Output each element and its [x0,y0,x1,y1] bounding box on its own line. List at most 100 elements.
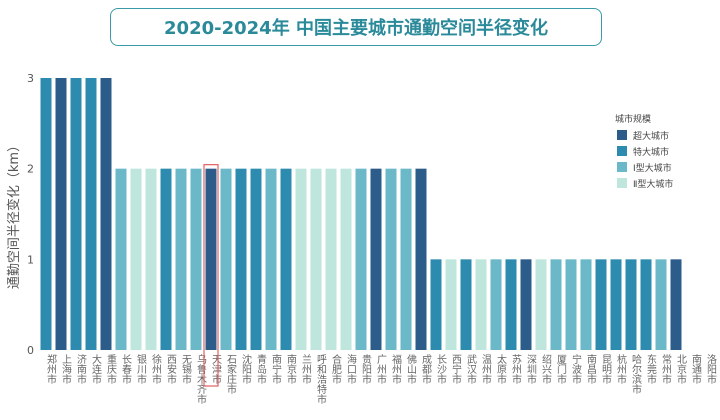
x-tick-label: 无锡市 [180,354,192,385]
x-tick-label: 哈尔滨市 [630,353,642,395]
x-tick-label: 广州市 [375,354,387,385]
x-tick-label: 常州市 [660,353,672,385]
x-tick-label: 长春市 [120,354,132,385]
highlight-box [203,164,219,387]
bar-沈阳市 [235,168,247,350]
bar-上海市 [55,78,67,350]
bar-成都市 [415,168,427,350]
bar-长沙市 [430,259,442,350]
bar-长春市 [115,168,127,350]
bar-苏州市 [505,259,517,350]
bar-宁波市 [565,259,577,350]
bar-武汉市 [460,259,472,350]
bar-呼和浩特市 [310,168,322,350]
bar-贵阳市 [355,168,367,350]
x-tick-label: 青岛市 [255,353,267,385]
bar-合肥市 [325,168,337,350]
bar-乌鲁木齐市 [190,168,202,350]
bar-青岛市 [250,168,262,350]
x-tick-label: 郑州市 [45,353,57,385]
x-tick-label: 呼和浩特市 [315,354,327,405]
legend-title: 城市规模 [615,113,651,125]
x-tick-label: 南昌市 [585,353,597,385]
x-tick-label: 石家庄市 [225,354,237,395]
y-axis-label: 通勤空间半径变化（km） [6,139,22,289]
bar-哈尔滨市 [625,259,637,350]
bar-厦门市 [550,259,562,350]
legend-entry: Ⅱ型大城市 [633,178,673,190]
bar-无锡市 [175,168,187,350]
x-tick-label: 苏州市 [510,353,522,385]
legend-entry: Ⅰ型大城市 [633,162,672,174]
x-tick-label: 太原市 [495,353,507,385]
bar-南昌市 [580,259,592,350]
bar-西宁市 [445,259,457,350]
x-tick-label: 厦门市 [555,354,567,385]
legend-swatch [617,130,627,140]
legend-swatch [617,178,627,188]
y-tick-label: 1 [27,253,34,266]
x-tick-label: 兰州市 [300,353,312,385]
x-tick-label: 武汉市 [465,353,477,385]
bar-太原市 [490,259,502,350]
bar-南京市 [280,168,292,350]
legend-swatch [617,146,627,156]
bar-南宁市 [265,168,277,350]
y-tick-label: 3 [27,72,34,85]
x-tick-label: 西安市 [165,354,177,385]
x-tick-label: 西宁市 [450,354,462,385]
x-tick-label: 贵阳市 [360,353,372,385]
bar-徐州市 [145,168,157,350]
bar-温州市 [475,259,487,350]
x-tick-label: 上海市 [60,354,72,385]
bar-西安市 [160,168,172,350]
x-tick-label: 重庆市 [105,353,117,385]
bar-北京市 [670,259,682,350]
legend-entry: 超大城市 [633,130,669,142]
x-tick-label: 徐州市 [150,353,162,385]
bar-东莞市 [640,259,652,350]
x-tick-label: 乌鲁木齐市 [195,353,207,405]
x-tick-label: 成都市 [420,354,432,385]
x-tick-label: 北京市 [675,354,687,385]
x-tick-label: 南通市 [690,353,702,385]
bar-海口市 [340,168,352,350]
x-tick-label: 济南市 [75,353,87,385]
bar-天津市 [205,168,217,350]
legend-swatch [617,162,627,172]
bar-广州市 [370,168,382,350]
x-tick-label: 合肥市 [330,353,342,385]
y-tick-label: 0 [27,344,34,357]
bar-福州市 [385,168,397,350]
x-tick-label: 深圳市 [525,354,537,385]
x-tick-label: 昆明市 [600,354,612,385]
x-tick-label: 福州市 [390,353,402,385]
bar-重庆市 [100,78,112,350]
x-tick-label: 南宁市 [270,353,282,385]
x-tick-label: 大连市 [90,353,102,385]
x-tick-label: 海口市 [345,353,357,385]
x-tick-label: 洛阳市 [705,353,717,385]
bar-绍兴市 [535,259,547,350]
chart-title-box: 2020-2024年 中国主要城市通勤空间半径变化 [110,8,602,46]
bar-佛山市 [400,168,412,350]
x-tick-label: 东莞市 [645,353,657,385]
bar-大连市 [85,78,97,350]
bar-银川市 [130,168,142,350]
bar-兰州市 [295,168,307,350]
x-tick-label: 佛山市 [405,353,417,385]
legend-entry: 特大城市 [633,146,669,158]
x-tick-label: 绍兴市 [540,353,552,385]
x-tick-label: 长沙市 [435,354,447,385]
bar-石家庄市 [220,168,232,350]
chart-title: 2020-2024年 中国主要城市通勤空间半径变化 [164,18,548,39]
bar-杭州市 [610,259,622,350]
x-tick-label: 温州市 [480,354,492,385]
x-tick-label: 宁波市 [570,353,582,385]
x-tick-label: 南京市 [285,353,297,385]
x-tick-label: 天津市 [210,354,222,385]
bar-昆明市 [595,259,607,350]
bar-常州市 [655,259,667,350]
y-tick-label: 2 [27,163,34,176]
